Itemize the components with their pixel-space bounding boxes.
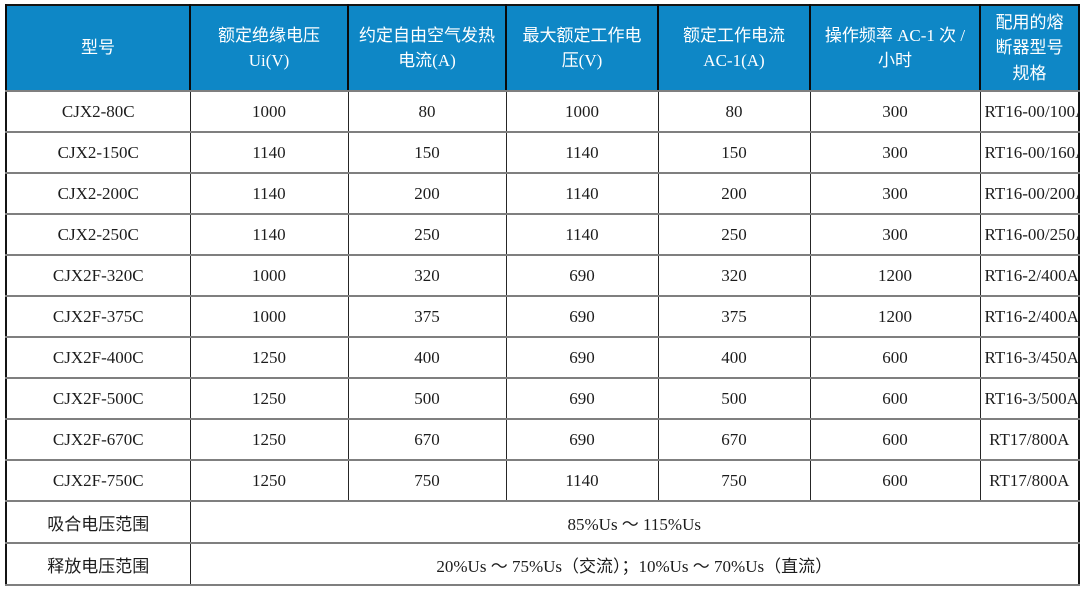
value-cell: 320 <box>347 254 507 297</box>
footer-label-cell: 释放电压范围 <box>5 542 191 586</box>
value-cell: RT16-00/200A <box>979 172 1080 215</box>
column-header-2: 约定自由空气发热电流(A) <box>347 5 507 92</box>
value-cell: 1000 <box>189 295 349 338</box>
value-cell: 1200 <box>809 295 981 338</box>
value-cell: RT16-3/500A <box>979 377 1080 420</box>
model-cell: CJX2F-500C <box>5 377 191 420</box>
model-cell: CJX2-80C <box>5 90 191 133</box>
value-cell: 300 <box>809 172 981 215</box>
page-wrapper: 型号 额定绝缘电压 Ui(V) 约定自由空气发热电流(A) 最大额定工作电压(V) 额定… <box>5 4 1080 586</box>
column-header-3: 最大额定工作电压(V) <box>505 5 659 92</box>
value-cell: 690 <box>505 336 659 379</box>
value-cell: 670 <box>347 418 507 461</box>
value-cell: 375 <box>347 295 507 338</box>
value-cell: 375 <box>657 295 811 338</box>
value-cell: 500 <box>657 377 811 420</box>
value-cell: 690 <box>505 254 659 297</box>
value-cell: 80 <box>657 90 811 133</box>
value-cell: 1140 <box>189 172 349 215</box>
value-cell: 1000 <box>189 254 349 297</box>
value-cell: RT16-00/250A <box>979 213 1080 256</box>
value-cell: RT16-2/400A <box>979 254 1080 297</box>
footer-row: 吸合电压范围 85%Us ～ 115%Us <box>5 500 1080 544</box>
value-cell: RT16-2/400A <box>979 295 1080 338</box>
table-row: CJX2-200C 1140 200 1140 200 300 RT16-00/200A <box>5 172 1080 215</box>
value-cell: 1200 <box>809 254 981 297</box>
table-footer: 吸合电压范围 85%Us ～ 115%Us 释放电压范围 20%Us ～ 75%Us（… <box>5 500 1080 586</box>
value-cell: 300 <box>809 131 981 174</box>
value-cell: 320 <box>657 254 811 297</box>
model-cell: CJX2F-670C <box>5 418 191 461</box>
model-cell: CJX2F-320C <box>5 254 191 297</box>
column-header-6: 配用的熔断器型号规格 <box>979 5 1080 92</box>
value-cell: 690 <box>505 377 659 420</box>
table-row: CJX2-80C 1000 80 1000 80 300 RT16-00/100A <box>5 90 1080 133</box>
value-cell: RT16-00/100A <box>979 90 1080 133</box>
value-cell: 670 <box>657 418 811 461</box>
value-cell: 1140 <box>505 213 659 256</box>
value-cell: RT17/800A <box>979 418 1080 461</box>
value-cell: 400 <box>657 336 811 379</box>
model-cell: CJX2F-750C <box>5 459 191 502</box>
footer-row: 释放电压范围 20%Us ～ 75%Us（交流）；10%Us ～ 70%Us（直流… <box>5 542 1080 586</box>
contactor-spec-table: 型号 额定绝缘电压 Ui(V) 约定自由空气发热电流(A) 最大额定工作电压(V) 额定… <box>5 4 1080 586</box>
value-cell: 1140 <box>189 131 349 174</box>
value-cell: 600 <box>809 377 981 420</box>
value-cell: 1000 <box>189 90 349 133</box>
footer-label-cell: 吸合电压范围 <box>5 500 191 544</box>
value-cell: 1250 <box>189 377 349 420</box>
table-header: 型号 额定绝缘电压 Ui(V) 约定自由空气发热电流(A) 最大额定工作电压(V) 额定… <box>5 5 1080 92</box>
value-cell: 200 <box>347 172 507 215</box>
model-cell: CJX2F-375C <box>5 295 191 338</box>
header-row: 型号 额定绝缘电压 Ui(V) 约定自由空气发热电流(A) 最大额定工作电压(V) 额定… <box>5 5 1080 92</box>
value-cell: 150 <box>347 131 507 174</box>
value-cell: 600 <box>809 459 981 502</box>
table-row: CJX2F-500C 1250 500 690 500 600 RT16-3/500A <box>5 377 1080 420</box>
value-cell: 600 <box>809 336 981 379</box>
value-cell: 300 <box>809 90 981 133</box>
value-cell: 250 <box>347 213 507 256</box>
model-cell: CJX2-150C <box>5 131 191 174</box>
value-cell: 500 <box>347 377 507 420</box>
model-cell: CJX2-250C <box>5 213 191 256</box>
value-cell: 150 <box>657 131 811 174</box>
column-header-1: 额定绝缘电压 Ui(V) <box>189 5 349 92</box>
table-row: CJX2-150C 1140 150 1140 150 300 RT16-00/160A <box>5 131 1080 174</box>
value-cell: 80 <box>347 90 507 133</box>
footer-value-cell: 20%Us ～ 75%Us（交流）；10%Us ～ 70%Us（直流） <box>189 542 1080 586</box>
value-cell: 690 <box>505 418 659 461</box>
value-cell: 300 <box>809 213 981 256</box>
value-cell: 1140 <box>505 172 659 215</box>
value-cell: 1250 <box>189 418 349 461</box>
column-header-4: 额定工作电流 AC-1(A) <box>657 5 811 92</box>
table-row: CJX2-250C 1140 250 1140 250 300 RT16-00/250A <box>5 213 1080 256</box>
table-row: CJX2F-670C 1250 670 690 670 600 RT17/800A <box>5 418 1080 461</box>
value-cell: 400 <box>347 336 507 379</box>
value-cell: 1140 <box>505 131 659 174</box>
model-cell: CJX2F-400C <box>5 336 191 379</box>
table-row: CJX2F-750C 1250 750 1140 750 600 RT17/800A <box>5 459 1080 502</box>
value-cell: 1140 <box>189 213 349 256</box>
value-cell: 200 <box>657 172 811 215</box>
value-cell: 600 <box>809 418 981 461</box>
column-header-0: 型号 <box>5 5 191 92</box>
value-cell: RT16-00/160A <box>979 131 1080 174</box>
value-cell: 1250 <box>189 336 349 379</box>
value-cell: 690 <box>505 295 659 338</box>
value-cell: 750 <box>347 459 507 502</box>
table-row: CJX2F-400C 1250 400 690 400 600 RT16-3/450A <box>5 336 1080 379</box>
value-cell: 250 <box>657 213 811 256</box>
model-cell: CJX2-200C <box>5 172 191 215</box>
value-cell: RT16-3/450A <box>979 336 1080 379</box>
value-cell: 1250 <box>189 459 349 502</box>
value-cell: RT17/800A <box>979 459 1080 502</box>
footer-value-cell: 85%Us ～ 115%Us <box>189 500 1080 544</box>
value-cell: 750 <box>657 459 811 502</box>
value-cell: 1140 <box>505 459 659 502</box>
value-cell: 1000 <box>505 90 659 133</box>
column-header-5: 操作频率 AC-1 次 / 小时 <box>809 5 981 92</box>
table-row: CJX2F-375C 1000 375 690 375 1200 RT16-2/400A <box>5 295 1080 338</box>
table-row: CJX2F-320C 1000 320 690 320 1200 RT16-2/400A <box>5 254 1080 297</box>
table-body: CJX2-80C 1000 80 1000 80 300 RT16-00/100A CJX2-… <box>5 90 1080 502</box>
